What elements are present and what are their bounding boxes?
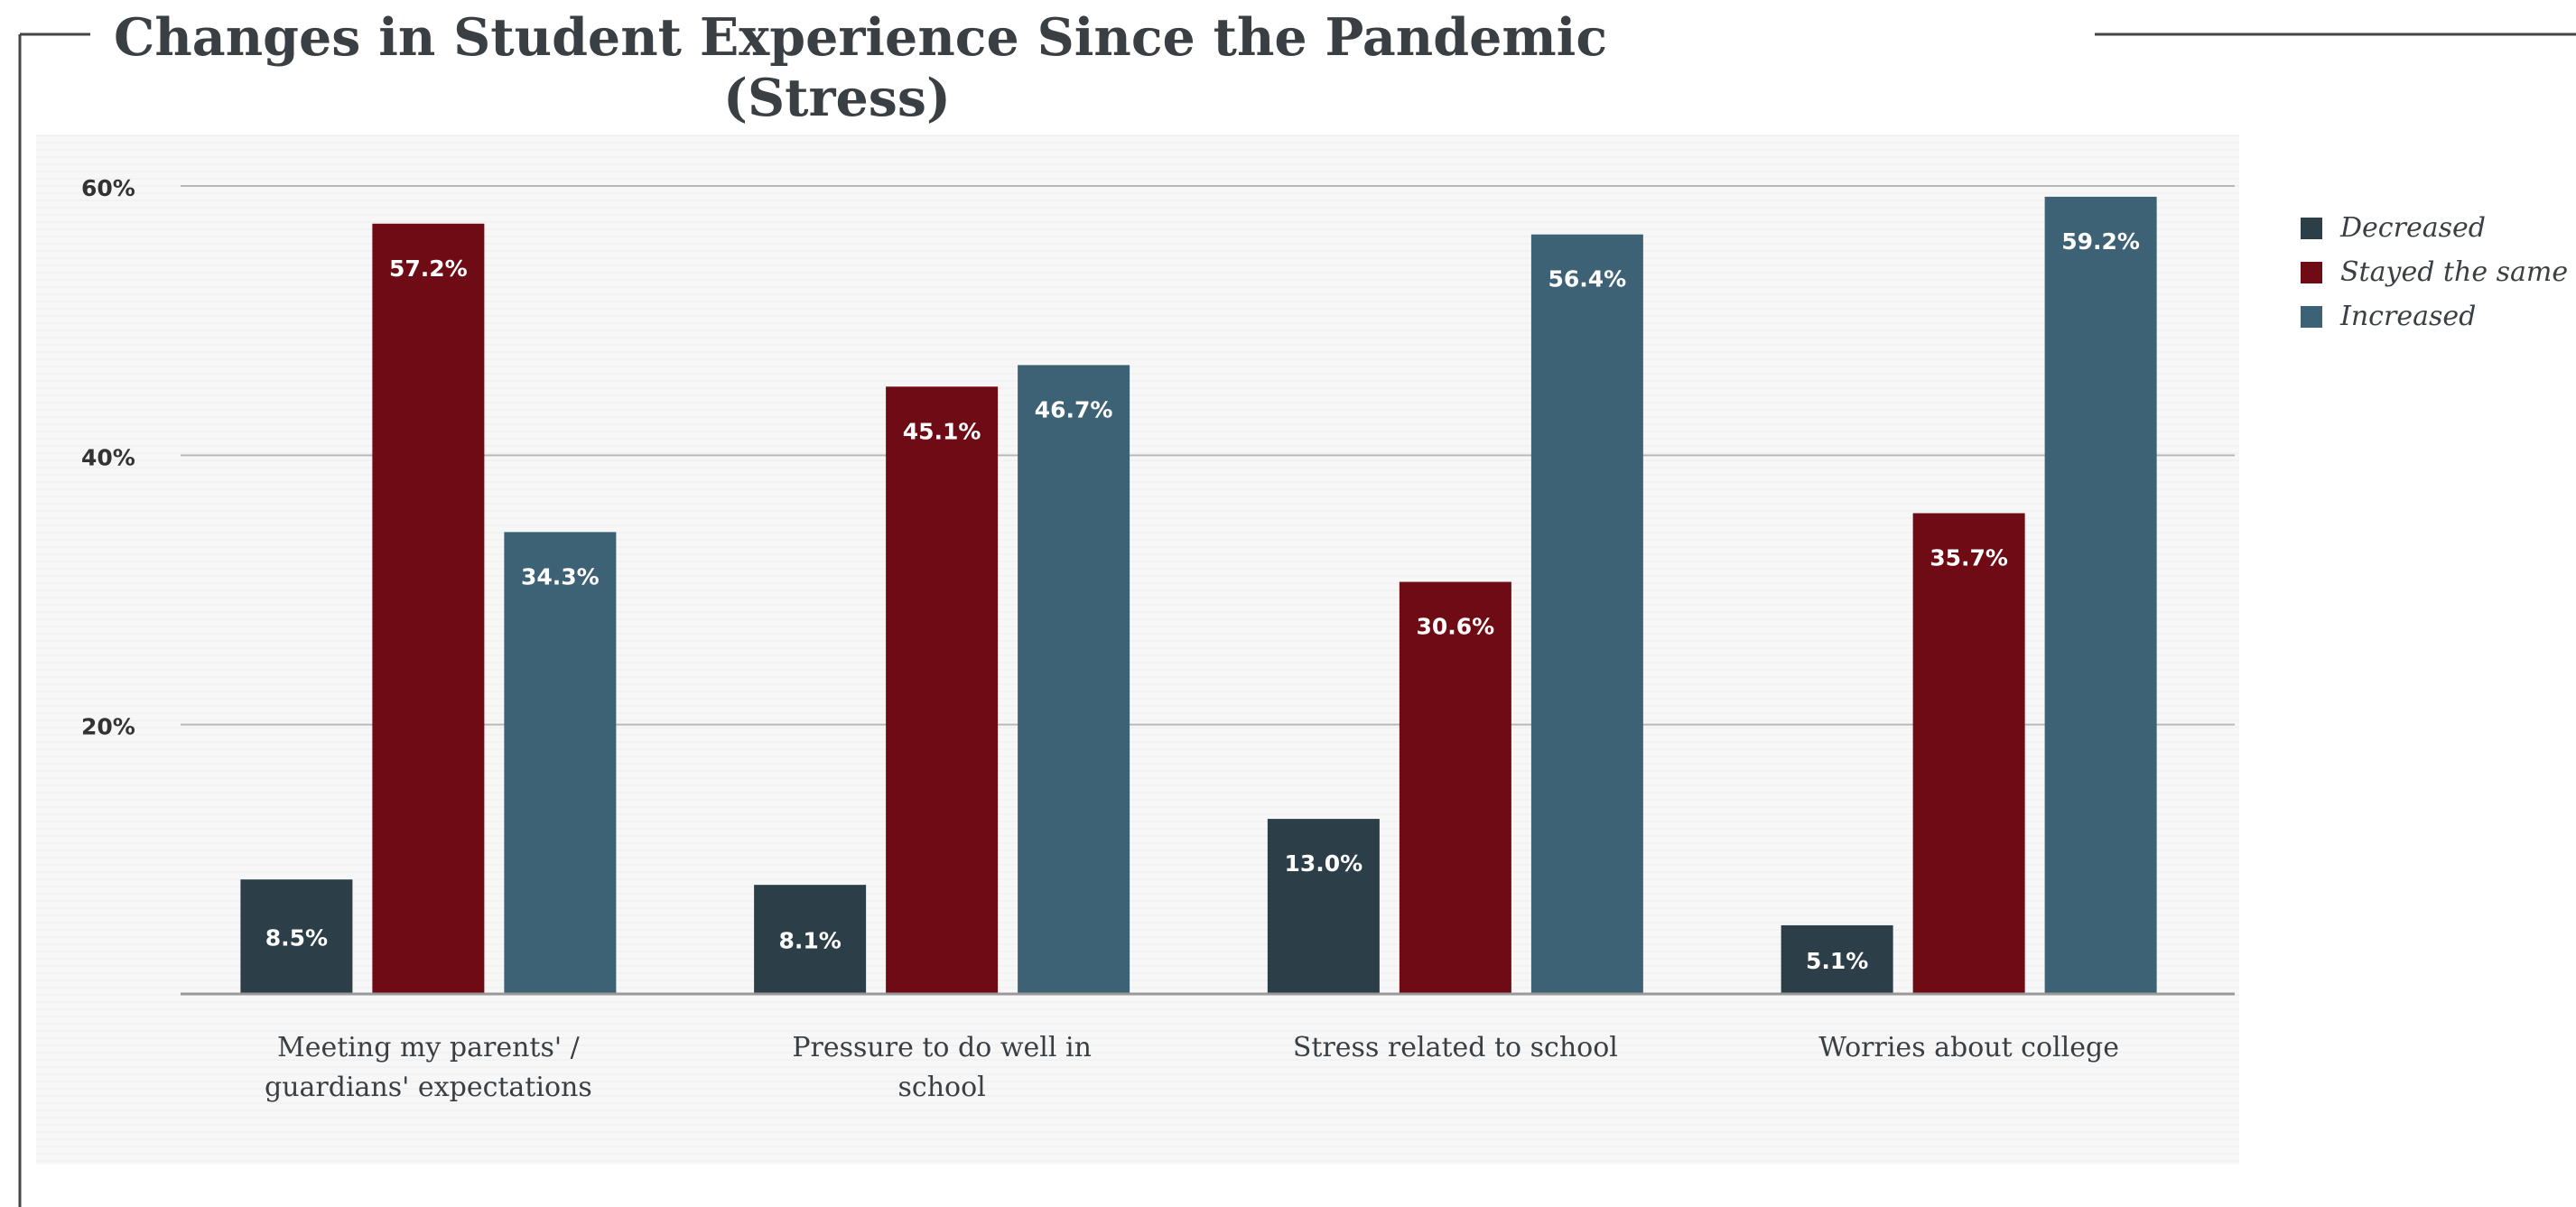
data-label: 57.2% bbox=[389, 255, 468, 282]
chart-background bbox=[36, 135, 2239, 1165]
bar bbox=[240, 879, 353, 994]
data-label: 35.7% bbox=[1930, 544, 2008, 571]
legend-swatch bbox=[2301, 305, 2322, 328]
legend-swatch bbox=[2301, 261, 2322, 283]
data-label: 34.3% bbox=[521, 563, 600, 590]
x-tick-label: Stress related to school bbox=[1293, 1032, 1618, 1063]
bar bbox=[1912, 513, 2025, 994]
bar bbox=[504, 532, 617, 994]
legend-item: Stayed the same bbox=[2301, 250, 2568, 294]
plot-area-background bbox=[36, 135, 2239, 1165]
data-label: 46.7% bbox=[1035, 396, 1113, 422]
legend-item: Decreased bbox=[2301, 206, 2568, 250]
x-tick-label: Meeting my parents' / bbox=[277, 1032, 581, 1063]
chart-title: Changes in Student Experience Since the … bbox=[89, 7, 1608, 128]
data-label: 13.0% bbox=[1285, 850, 1363, 877]
bar bbox=[2044, 196, 2157, 994]
data-labels: 8.5% 57.2% 34.3% 8.1% 45.1% 46.7% 13.0% 30.6% 56… bbox=[265, 228, 2140, 974]
legend: Decreased Stayed the same Increased bbox=[2301, 206, 2568, 339]
bar bbox=[754, 885, 867, 994]
legend-item: Increased bbox=[2301, 294, 2568, 339]
bar bbox=[372, 223, 485, 994]
data-label: 56.4% bbox=[1548, 266, 1627, 292]
x-tick-label: Pressure to do well in bbox=[792, 1032, 1092, 1063]
data-label: 59.2% bbox=[2061, 228, 2140, 255]
bar bbox=[1781, 924, 1893, 994]
bars bbox=[240, 196, 2157, 995]
bar bbox=[886, 386, 999, 995]
legend-swatch bbox=[2301, 217, 2322, 239]
bar bbox=[1267, 819, 1380, 994]
chart-title-container: Changes in Student Experience Since the … bbox=[0, 7, 1697, 128]
x-tick-label: guardians' expectations bbox=[265, 1072, 592, 1103]
x-tick-label: Worries about college bbox=[1818, 1032, 2119, 1063]
bar bbox=[1530, 234, 1643, 994]
bar bbox=[1018, 365, 1130, 994]
legend-label: Increased bbox=[2340, 301, 2477, 332]
legend-label: Stayed the same bbox=[2340, 256, 2569, 288]
data-label: 30.6% bbox=[1417, 614, 1495, 640]
data-label: 8.1% bbox=[778, 928, 841, 954]
y-tick-label: 40% bbox=[81, 444, 135, 470]
data-label: 8.5% bbox=[265, 925, 328, 952]
data-label: 45.1% bbox=[903, 418, 981, 444]
y-tick-label: 20% bbox=[81, 714, 135, 740]
bar bbox=[1399, 581, 1511, 994]
data-label: 5.1% bbox=[1806, 948, 1868, 974]
legend-label: Decreased bbox=[2340, 212, 2486, 244]
y-tick-label: 60% bbox=[81, 175, 135, 201]
axes: 20% 40% 60% Meeting my parents' / guardians'… bbox=[18, 32, 2576, 1207]
x-tick-label: school bbox=[898, 1072, 986, 1103]
